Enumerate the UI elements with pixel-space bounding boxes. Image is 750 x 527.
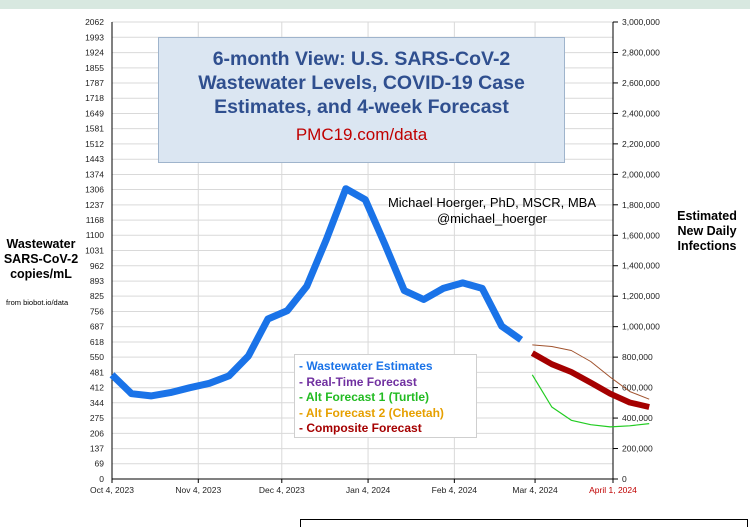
author-handle: @michael_hoerger [436,211,548,226]
x-axis-ticks: Oct 4, 2023 Nov 4, 2023 Dec 4, 2023 Jan 4, … [90,485,637,495]
y-left-tick-label: 69 [95,459,105,469]
author-name: Michael Hoerger, PhD, MSCR, MBA [387,195,597,210]
y-left-tick-label: 756 [90,306,104,316]
top-bar [0,0,750,9]
y-right-tick-label: 2,600,000 [622,78,660,88]
x-tick-label: Jan 4, 2024 [346,485,391,495]
legend-item-cheetah: - Alt Forecast 2 (Cheetah) [299,405,444,420]
y-right-tick-label: 1,200,000 [622,291,660,301]
y-left-tick-label: 687 [90,322,104,332]
y-left-tick-label: 1512 [85,139,104,149]
y-left-tick-label: 1581 [85,124,104,134]
y-axis-right-label: Estimated New Daily Infections [677,209,737,253]
y-left-tick-label: 825 [90,291,104,301]
y-axis-right-ticks: 0 200,000 400,000 600,000 800,000 1,000,000 1,… [622,17,660,484]
x-tick-label: Mar 4, 2024 [512,485,558,495]
y-left-tick-label: 1787 [85,78,104,88]
title-box: 6-month View: U.S. SARS-CoV-2 Wastewater… [158,37,565,163]
y-left-tick-label: 1649 [85,109,104,119]
y-left-tick-label: 1718 [85,93,104,103]
y-left-tick-label: 275 [90,413,104,423]
y-right-tick-label: 2,000,000 [622,169,660,179]
series-composite-line [530,350,650,410]
y-left-tick-label: 481 [90,367,104,377]
y-left-tick-label: 2062 [85,17,104,27]
legend: - Wastewater Estimates - Real-Time Forec… [294,354,477,438]
bottom-box [300,519,748,527]
y-left-tick-label: 1443 [85,154,104,164]
y-left-tick-label: 0 [99,474,104,484]
y-right-tick-label: 800,000 [622,352,653,362]
x-tick-label: Feb 4, 2024 [432,485,478,495]
author-block: Michael Hoerger, PhD, MSCR, MBA @michael… [372,195,612,227]
axes [111,21,618,483]
chart-title: 6-month View: U.S. SARS-CoV-2 Wastewater… [198,48,525,118]
y-right-tick-label: 1,400,000 [622,261,660,271]
legend-item-composite: - Composite Forecast [299,421,422,435]
series-lines [109,185,650,428]
y-left-tick-label: 962 [90,261,104,271]
legend-item-turtle: - Alt Forecast 1 (Turtle) [299,390,430,404]
y-left-tick-label: 550 [90,352,104,362]
series-upper-forecast-line [532,344,650,400]
y-left-tick-label: 1168 [86,215,105,225]
y-left-tick-label: 412 [90,383,104,393]
x-tick-label: Oct 4, 2023 [90,485,134,495]
y-right-tick-label: 2,400,000 [622,108,660,118]
x-tick-label: April 1, 2024 [589,485,637,495]
chart-subtitle: PMC19.com/data [295,125,428,144]
y-right-tick-label: 2,200,000 [622,139,660,149]
x-tick-label: Dec 4, 2023 [259,485,305,495]
legend-item-realtime: - Real-Time Forecast [299,374,417,389]
y-right-tick-label: 1,600,000 [622,230,660,240]
y-axis-left-ticks: 0 69 137 206 275 344 412 481 550 618 687 756 825 893 9… [85,17,104,484]
y-left-tick-label: 137 [90,444,104,454]
y-right-tick-label: 2,800,000 [622,47,660,57]
y-right-tick-label: 1,000,000 [622,322,660,332]
y-left-tick-label: 1855 [85,63,104,73]
y-left-tick-label: 618 [90,337,104,347]
y-left-tick-label: 344 [90,398,104,408]
y-right-tick-label: 0 [622,474,627,484]
y-left-tick-label: 1924 [85,48,104,58]
y-left-tick-label: 1306 [85,185,104,195]
y-left-tick-label: 893 [90,276,104,286]
y-left-tick-label: 206 [90,428,104,438]
y-right-tick-label: 1,800,000 [622,200,660,210]
y-left-tick-label: 1993 [85,32,104,42]
series-wastewater-line [109,185,524,400]
y-right-tick-label: 3,000,000 [622,17,660,27]
y-right-tick-label: 200,000 [622,444,653,454]
y-left-tick-label: 1031 [85,246,104,256]
y-left-tick-label: 1237 [85,200,104,210]
y-right-tick-label: 600,000 [622,383,653,393]
y-axis-left-label: Wastewater SARS-CoV-2 copies/mL [3,237,79,281]
series-turtle-line [531,374,650,428]
source-note: from biobot.io/data [6,298,69,307]
legend-item-wastewater: - Wastewater Estimates [299,359,433,373]
y-right-tick-label: 400,000 [622,413,653,423]
x-tick-label: Nov 4, 2023 [175,485,221,495]
y-left-tick-label: 1374 [85,169,104,179]
y-left-tick-label: 1100 [86,230,105,240]
